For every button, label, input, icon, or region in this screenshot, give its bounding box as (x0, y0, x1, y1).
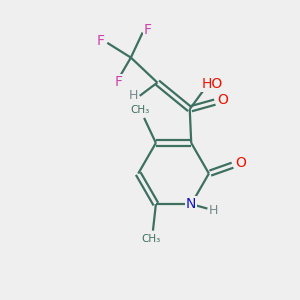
Text: HO: HO (201, 77, 223, 91)
Text: N: N (186, 197, 196, 211)
Text: F: F (115, 75, 123, 89)
Text: F: F (97, 34, 105, 48)
Text: O: O (235, 156, 246, 170)
Text: H: H (209, 203, 219, 217)
Text: H: H (129, 89, 139, 102)
Text: F: F (144, 23, 152, 37)
Text: CH₃: CH₃ (130, 105, 149, 115)
Text: O: O (217, 93, 228, 107)
Text: CH₃: CH₃ (142, 234, 161, 244)
